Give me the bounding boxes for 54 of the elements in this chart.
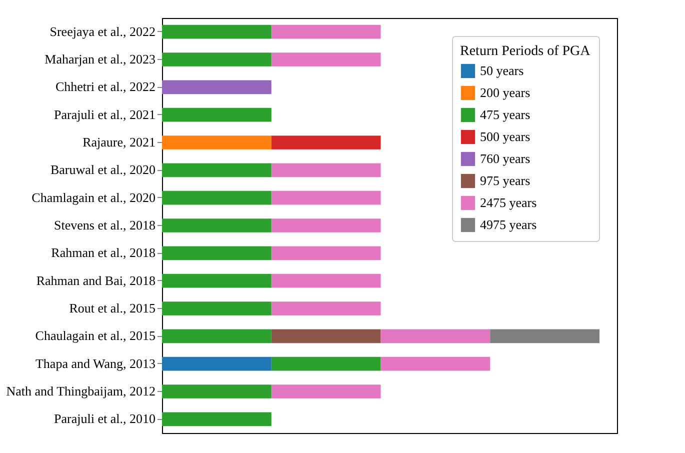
y-tick-label: Baruwal et al., 2020 (50, 162, 156, 178)
y-tick-label: Rahman and Bai, 2018 (36, 272, 156, 288)
y-tick-label: Chaulagain et al., 2015 (35, 328, 156, 344)
y-tick-label: Stevens et al., 2018 (54, 218, 156, 232)
bar (162, 136, 272, 150)
bar (271, 190, 381, 205)
bar (271, 302, 381, 316)
bar (162, 274, 272, 288)
bar (162, 329, 272, 344)
legend-label: 760 years (480, 151, 530, 166)
bar (162, 190, 272, 205)
y-tick-label: Thapa and Wang, 2013 (35, 356, 156, 371)
bar (162, 218, 272, 232)
legend-label: 500 years (480, 129, 530, 144)
bar (271, 356, 381, 371)
bar (162, 302, 272, 316)
legend-label: 4975 years (480, 217, 537, 232)
bar (271, 136, 381, 150)
bar (162, 52, 272, 66)
bar (162, 384, 272, 398)
legend-label: 975 years (480, 173, 530, 188)
bar (380, 356, 490, 371)
bar (271, 246, 381, 260)
legend-label: 200 years (480, 85, 530, 100)
bar (271, 24, 381, 39)
y-tick-label: Chamlagain et al., 2020 (32, 190, 156, 205)
bar (271, 329, 381, 344)
bar (162, 412, 272, 426)
bar (271, 384, 381, 398)
y-tick-label: Maharjan et al., 2023 (44, 52, 156, 66)
legend-label: 475 years (480, 107, 530, 122)
bar (380, 329, 490, 344)
y-tick-label: Rout et al., 2015 (69, 300, 156, 316)
y-tick-label: Rahman et al., 2018 (51, 245, 156, 260)
bar (162, 24, 272, 39)
bar (271, 52, 381, 66)
legend-label: 50 years (480, 63, 524, 78)
bar (271, 274, 381, 288)
y-tick-label: Rajaure, 2021 (82, 134, 156, 150)
bar (162, 80, 272, 94)
legend-label: 2475 years (480, 195, 537, 210)
legend-title: Return Periods of PGA (460, 44, 592, 59)
bar (162, 356, 272, 371)
y-tick-label: Chhetri et al., 2022 (55, 79, 156, 94)
bar (271, 163, 381, 178)
y-tick-label: Nath and Thingbaijam, 2012 (6, 384, 156, 398)
bar (271, 218, 381, 232)
y-tick-label: Parajuli et al., 2010 (54, 411, 156, 426)
bar (162, 163, 272, 178)
y-tick-label: Parajuli et al., 2021 (54, 106, 156, 122)
bar (162, 246, 272, 260)
bar (490, 329, 600, 344)
bar (162, 108, 272, 122)
y-tick-label: Sreejaya et al., 2022 (50, 24, 156, 39)
